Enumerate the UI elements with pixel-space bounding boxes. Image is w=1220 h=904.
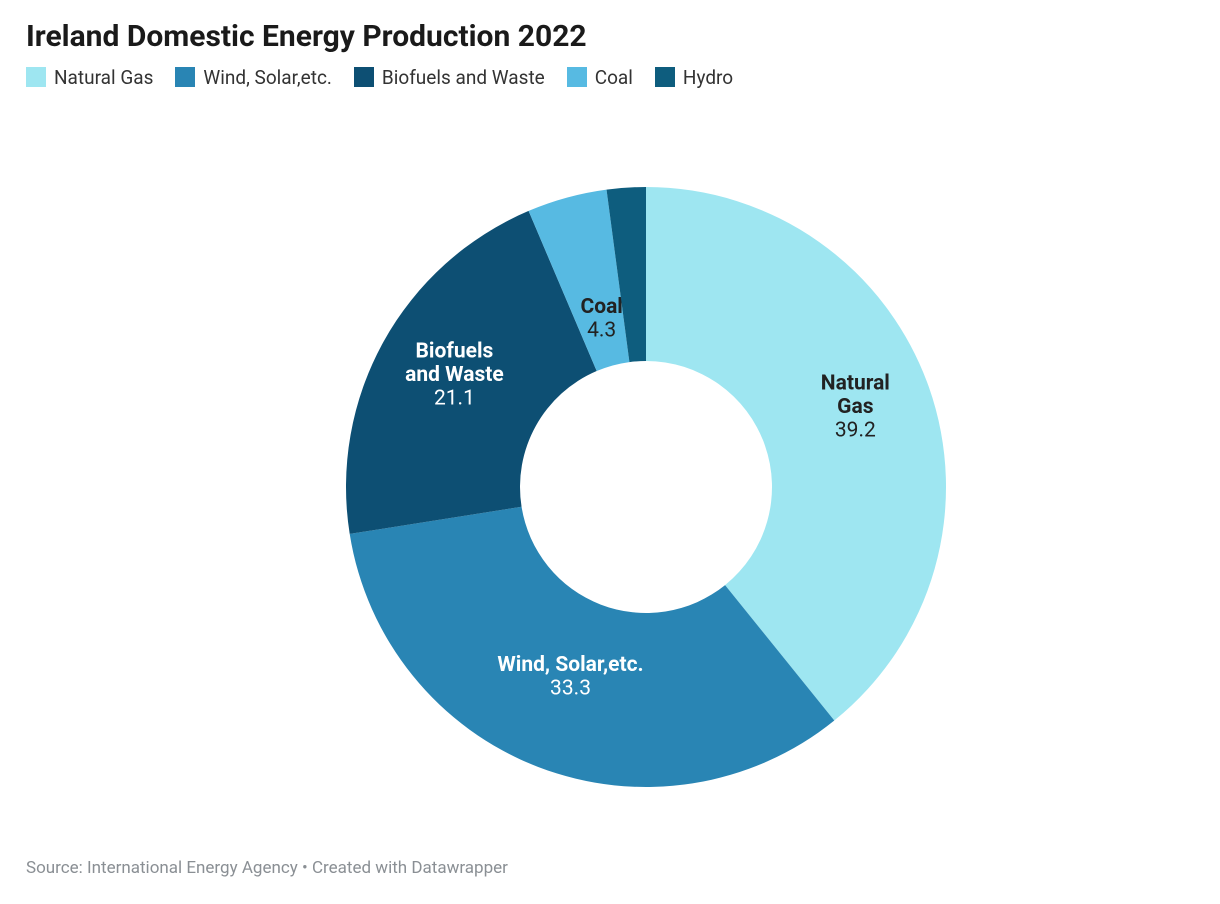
legend: Natural Gas Wind, Solar,etc. Biofuels and … <box>26 66 1194 89</box>
legend-swatch <box>567 67 587 87</box>
slice-label-value: 21.1 <box>434 386 475 410</box>
legend-swatch <box>26 67 46 87</box>
legend-item: Hydro <box>655 66 733 89</box>
slice-label-name: Coal <box>580 295 622 319</box>
slice-label-value: 39.2 <box>835 418 876 442</box>
chart-title: Ireland Domestic Energy Production 2022 <box>26 18 1194 56</box>
legend-label: Biofuels and Waste <box>382 66 545 89</box>
legend-item: Biofuels and Waste <box>354 66 545 89</box>
legend-label: Coal <box>595 66 633 89</box>
slice-label-value: 4.3 <box>587 318 616 342</box>
chart-area: NaturalGas39.2 Wind, Solar,etc.33.3 Biofue… <box>26 95 1194 835</box>
slice-label-name: Biofuels <box>416 339 494 363</box>
legend-swatch <box>354 67 374 87</box>
legend-swatch <box>175 67 195 87</box>
slice-label-name: Wind, Solar,etc. <box>497 653 643 677</box>
legend-label: Natural Gas <box>54 66 153 89</box>
slice-label-name: Gas <box>837 395 874 419</box>
chart-footer: Source: International Energy Agency • Cr… <box>26 858 508 878</box>
legend-swatch <box>655 67 675 87</box>
slice-label-value: 33.3 <box>550 676 591 700</box>
legend-label: Wind, Solar,etc. <box>203 66 332 89</box>
donut-chart: NaturalGas39.2 Wind, Solar,etc.33.3 Biofue… <box>26 95 1194 835</box>
slice-label-name: Natural <box>821 371 890 395</box>
legend-item: Natural Gas <box>26 66 153 89</box>
legend-item: Coal <box>567 66 633 89</box>
legend-item: Wind, Solar,etc. <box>175 66 332 89</box>
legend-label: Hydro <box>683 66 733 89</box>
slice-label-name: and Waste <box>405 362 504 386</box>
